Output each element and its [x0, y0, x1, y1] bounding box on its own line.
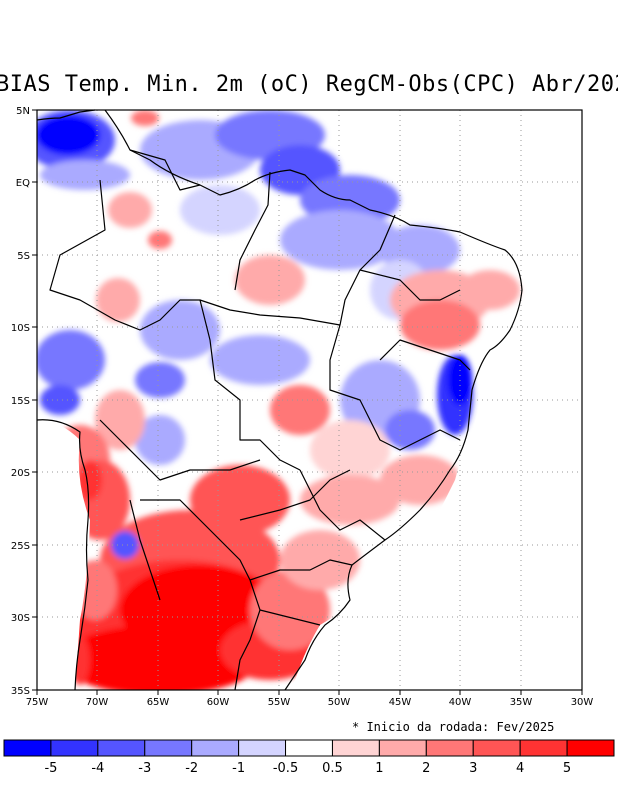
- colorbar-swatch: [238, 739, 287, 757]
- colorbar-label: -0.5: [273, 761, 298, 776]
- lon-tick-55w: 55W: [268, 697, 291, 708]
- lon-tick-30w: 30W: [571, 697, 594, 708]
- colorbar-label: -1: [232, 761, 245, 776]
- colorbar-swatch: [519, 739, 568, 757]
- lat-tick-eq: EQ: [16, 178, 30, 189]
- colorbar-swatch: [425, 739, 474, 757]
- colorbar-label: -5: [44, 761, 57, 776]
- colorbar-label: 2: [422, 761, 430, 776]
- lon-tick-35w: 35W: [510, 697, 533, 708]
- run-start-note: * Inicio da rodada: Fev/2025: [352, 720, 555, 734]
- colorbar-label: 3: [469, 761, 477, 776]
- lon-tick-labels: 75W 70W 65W 60W 55W 50W 45W 40W 35W 30W: [26, 697, 594, 708]
- lat-tick-15s: 15S: [11, 396, 30, 407]
- lat-tick-5n: 5N: [16, 106, 30, 117]
- lat-tick-20s: 20S: [11, 468, 30, 479]
- colorbar-label: -4: [91, 761, 104, 776]
- colorbar-swatch: [472, 739, 521, 757]
- colorbar-label: 1: [375, 761, 383, 776]
- lat-tick-10s: 10S: [11, 323, 30, 334]
- lon-tick-75w: 75W: [26, 697, 49, 708]
- colorbar-swatch: [566, 739, 615, 757]
- colorbar-swatch: [3, 739, 52, 757]
- lat-tick-30s: 30S: [11, 613, 30, 624]
- lat-tick-25s: 25S: [11, 541, 30, 552]
- map-title: BIAS Temp. Min. 2m (oC) RegCM-Obs(CPC) A…: [0, 72, 618, 97]
- lon-tick-65w: 65W: [147, 697, 170, 708]
- colorbar-label: 4: [516, 761, 524, 776]
- colorbar-swatch: [191, 739, 240, 757]
- lat-tick-35s: 35S: [11, 686, 30, 697]
- tick-marks: [32, 109, 583, 695]
- colorbar-swatch: [331, 739, 380, 757]
- lon-tick-70w: 70W: [86, 697, 109, 708]
- lat-tick-5s: 5S: [17, 251, 30, 262]
- lat-tick-labels: 5N EQ 5S 10S 15S 20S 25S 30S 35S: [11, 106, 30, 697]
- colorbar-label: -2: [185, 761, 198, 776]
- colorbar: -5 -4 -3 -2 -1 -0.5 0.5 1 2 3 4 5: [3, 739, 615, 776]
- lon-tick-40w: 40W: [449, 697, 472, 708]
- lon-tick-45w: 45W: [389, 697, 412, 708]
- boundaries: [36, 109, 523, 691]
- colorbar-swatch: [285, 739, 333, 757]
- colorbar-swatch: [97, 739, 146, 757]
- grid-lines: [37, 110, 582, 690]
- colorbar-swatch: [144, 739, 193, 757]
- colorbar-label: 0.5: [322, 761, 343, 776]
- colorbar-swatch: [50, 739, 99, 757]
- colorbar-label: -3: [138, 761, 151, 776]
- colorbar-label: 5: [563, 761, 571, 776]
- colorbar-swatch: [378, 739, 427, 757]
- lon-tick-50w: 50W: [328, 697, 351, 708]
- lon-tick-60w: 60W: [207, 697, 230, 708]
